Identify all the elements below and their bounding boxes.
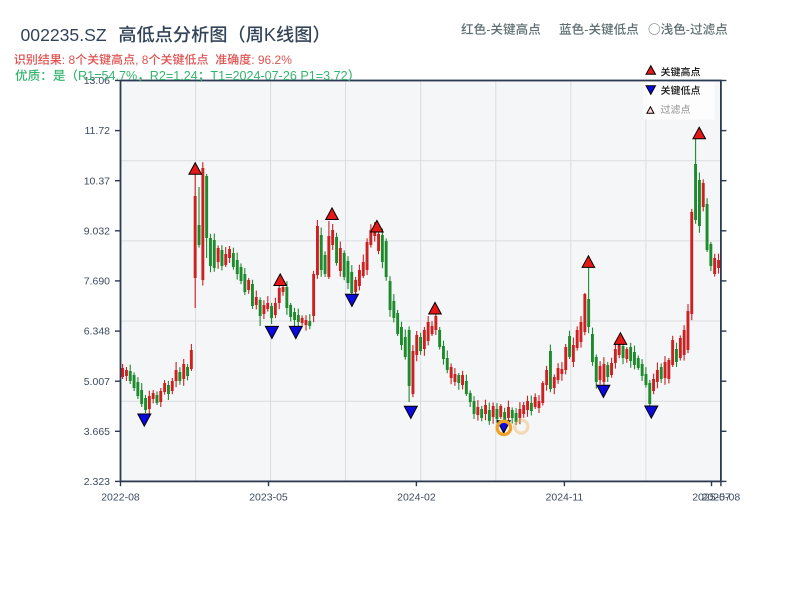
svg-text:2025-08: 2025-08: [702, 492, 741, 504]
svg-text:: 96.2%: : 96.2%: [251, 53, 292, 67]
svg-text:2024-11: 2024-11: [546, 492, 584, 504]
svg-text:, 8: , 8: [135, 53, 149, 67]
svg-text:11.72: 11.72: [85, 125, 111, 137]
svg-text:10.37: 10.37: [84, 175, 110, 187]
svg-text:-: -: [686, 23, 690, 37]
svg-text:-: -: [486, 23, 490, 37]
svg-text:T1=2024-07-26 P1=3.72: T1=2024-07-26 P1=3.72: [210, 69, 347, 83]
svg-text:5.007: 5.007: [84, 376, 110, 388]
svg-text:-: -: [584, 23, 588, 37]
svg-text:: 8: : 8: [62, 53, 76, 67]
svg-text:2023-05: 2023-05: [249, 492, 288, 504]
svg-text:2.323: 2.323: [84, 476, 110, 488]
svg-text:2022-08: 2022-08: [101, 492, 140, 504]
svg-text:K: K: [264, 25, 276, 45]
svg-text:9.032: 9.032: [84, 225, 110, 237]
svg-text:R2=1.24: R2=1.24: [150, 69, 198, 83]
svg-text:6.348: 6.348: [84, 326, 110, 338]
svg-text:002235.SZ: 002235.SZ: [21, 25, 107, 45]
svg-text:2025-07: 2025-07: [692, 492, 731, 504]
svg-text:2024-02: 2024-02: [397, 492, 436, 504]
svg-text:13.06: 13.06: [84, 75, 110, 87]
svg-text:R1=54.7%: R1=54.7%: [78, 69, 137, 83]
svg-text:7.690: 7.690: [84, 276, 110, 288]
svg-text:3.665: 3.665: [84, 426, 110, 438]
